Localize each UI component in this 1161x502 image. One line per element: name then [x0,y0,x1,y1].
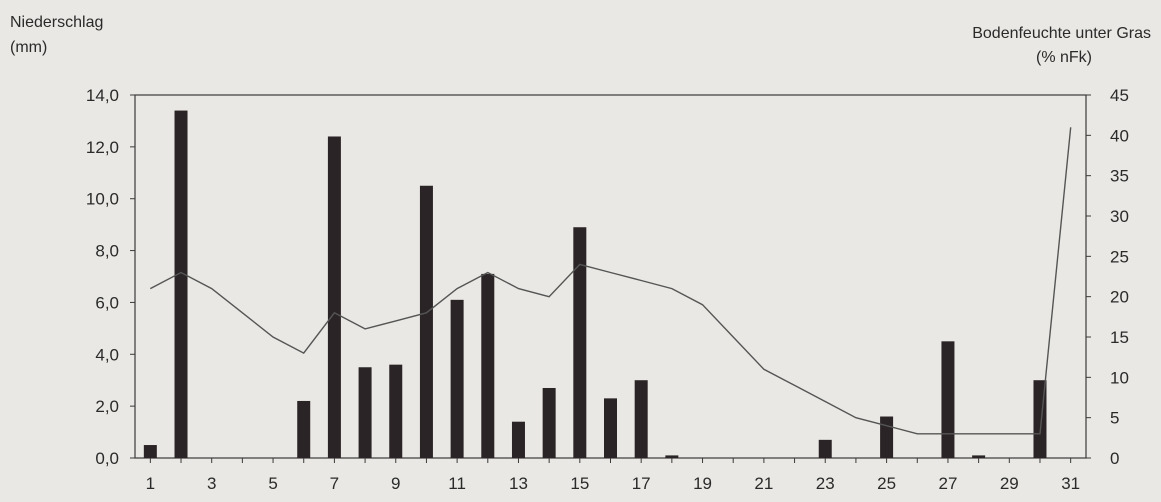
precipitation-bar [604,398,617,458]
precipitation-bar [542,387,556,458]
precipitation-bar [450,299,464,458]
left-axis-title-line2: (mm) [10,39,48,56]
soil-moisture-line [149,127,1072,435]
y-right-tick-label: 40 [1110,126,1129,145]
x-tick-label: 1 [146,474,155,493]
x-tick-label: 7 [330,474,339,493]
x-tick-label: 9 [391,474,400,493]
precipitation-bar [511,421,525,458]
precipitation-bar [818,439,832,458]
y-right-tick-label: 35 [1110,167,1129,186]
precipitation-bar [358,367,372,458]
x-tick-label: 13 [509,474,528,493]
precipitation-bar [297,400,311,458]
y-right-tick-label: 10 [1110,368,1129,387]
x-tick-label: 23 [816,474,835,493]
y-left-tick-label: 12,0 [86,138,119,157]
precipitation-bar [419,185,433,458]
x-tick-label: 5 [268,474,277,493]
precipitation-bar [573,227,587,458]
precipitation-bar [389,364,403,458]
y-right-tick-label: 45 [1110,86,1129,105]
y-left-tick-label: 10,0 [86,190,119,209]
y-right-tick-label: 30 [1110,207,1129,226]
y-right-tick-label: 0 [1110,449,1119,468]
right-axis-title-line1: Bodenfeuchte unter Gras [972,25,1151,42]
precipitation-bar [327,136,341,458]
precipitation-bar [143,445,157,458]
y-right-tick-label: 15 [1110,328,1129,347]
precipitation-bar [634,380,648,458]
left-axis-title-line1: Niederschlag [10,14,104,31]
precipitation-bar [941,341,955,458]
x-tick-label: 27 [938,474,957,493]
x-tick-label: 19 [693,474,712,493]
y-left-tick-label: 6,0 [95,293,119,312]
x-tick-label: 11 [448,474,466,493]
precipitation-bar [174,110,188,459]
precipitation-bar [481,273,495,458]
precipitation-bar [880,416,894,458]
right-axis-title-line2: (% nFk) [1036,49,1092,66]
precipitation-bar [972,455,986,458]
precipitation-bar [665,455,679,458]
y-right-tick-label: 5 [1110,409,1119,428]
x-tick-label: 21 [754,474,773,493]
y-right-tick-label: 25 [1110,247,1129,266]
y-left-tick-label: 0,0 [95,449,119,468]
y-left-tick-label: 8,0 [95,242,119,261]
x-tick-label: 15 [570,474,589,493]
y-left-tick-label: 4,0 [95,345,119,364]
x-tick-label: 3 [207,474,216,493]
x-tick-label: 31 [1061,474,1080,493]
y-left-tick-label: 14,0 [86,86,119,105]
x-tick-label: 29 [1000,474,1019,493]
x-tick-label: 25 [877,474,896,493]
y-right-tick-label: 20 [1110,288,1129,307]
x-tick-label: 17 [632,474,651,493]
y-left-tick-label: 2,0 [95,397,119,416]
